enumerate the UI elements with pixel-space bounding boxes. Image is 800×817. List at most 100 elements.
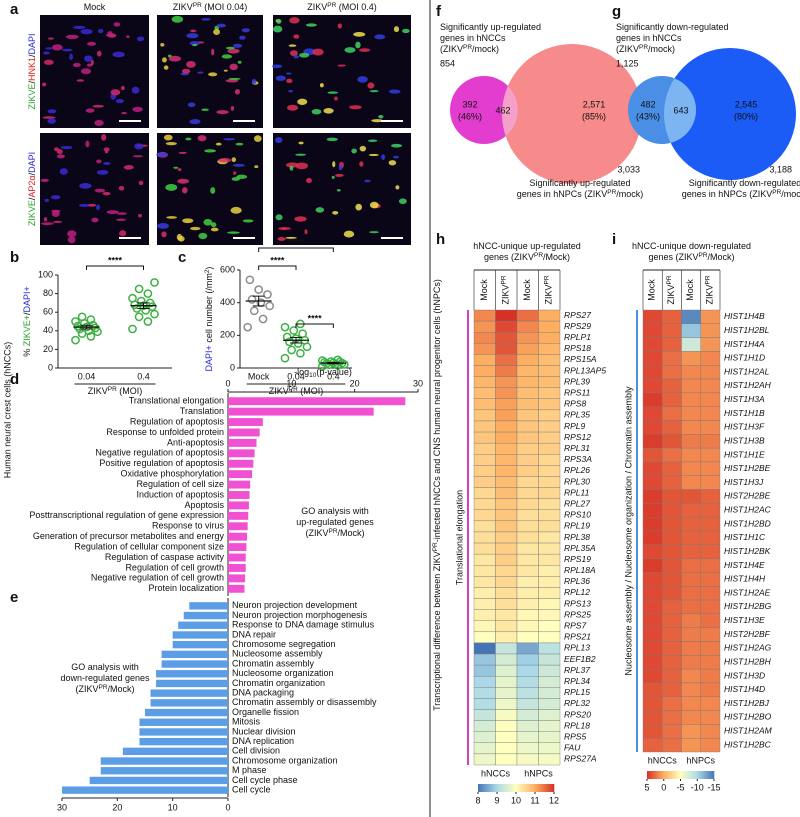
bar [150, 699, 228, 707]
text-part: Mock [647, 279, 657, 301]
bar [172, 640, 228, 649]
heat-cell [700, 447, 721, 463]
heat-cell [516, 731, 539, 744]
text-part: (p-value) [316, 367, 352, 377]
bar [228, 574, 246, 583]
gene-label: RPS19 [564, 554, 591, 564]
heat-cell [473, 409, 496, 422]
column-label: ZIKVPR [666, 275, 677, 304]
heat-cell [642, 682, 663, 697]
cell [388, 160, 397, 166]
heat-cell [516, 587, 539, 599]
text-part: AP2α [27, 175, 37, 197]
venn-footer: Significantly down-regulated [689, 178, 800, 188]
colorbar-label: -5 [676, 782, 684, 792]
colorbar-label: 11 [530, 795, 539, 805]
heat-cell [662, 558, 682, 573]
data-point [317, 356, 327, 365]
text-part: PR [289, 386, 298, 393]
cell [254, 135, 262, 142]
colorbar-step [692, 771, 695, 779]
heat-cell [516, 542, 539, 555]
category-label: Translational elongation [129, 396, 224, 406]
cell [160, 42, 165, 47]
heat-cell [642, 613, 663, 628]
text-part: /mock) [472, 44, 499, 54]
heat-cell [473, 387, 496, 399]
cell [393, 26, 400, 33]
cell [197, 71, 204, 74]
cell [285, 162, 299, 168]
heat-cell [495, 465, 518, 477]
heat-cell [516, 320, 539, 333]
gene-label: RPS5 [564, 732, 586, 742]
data-point [134, 312, 144, 322]
text-part: genes in hNPCs (ZIKV [682, 189, 773, 199]
heat-cell [495, 609, 518, 621]
category-label: Chromatin assembly [232, 658, 315, 668]
text-part: PR [99, 684, 108, 691]
colorbar-step [500, 784, 503, 792]
heat-cell [642, 447, 663, 463]
gene-label: RPS12 [564, 432, 591, 442]
cell [337, 64, 346, 67]
category-label: Regulation of cellular component size [74, 541, 224, 551]
cell [101, 133, 107, 141]
heat-cell [538, 720, 561, 732]
cell [275, 214, 283, 221]
x-axis-label: -log10(p-value) [294, 367, 352, 378]
cell [398, 198, 407, 205]
heat-cell [681, 724, 701, 739]
cell [166, 216, 178, 219]
venn-title: (ZIKVPR/mock) [616, 44, 675, 55]
gene-label: RPS10 [564, 510, 591, 520]
heat-cell [473, 509, 496, 522]
heat-cell [516, 553, 539, 566]
heat-cell [516, 398, 539, 411]
gene-label: RPS11 [564, 387, 591, 397]
venn-count: 482 [640, 99, 655, 109]
gene-label: HIST1H2BJ [724, 698, 770, 708]
category-label: Positive regulation of apoptosis [99, 458, 224, 468]
heat-cell [538, 476, 561, 488]
cell [223, 138, 236, 141]
heat-cell [538, 465, 561, 477]
panel-letter: f [436, 3, 442, 20]
cell [85, 108, 95, 113]
bar [139, 728, 228, 736]
heat-cell [700, 558, 721, 573]
bar [228, 543, 247, 552]
colorbar-step [665, 771, 668, 779]
colorbar-label: 5 [644, 782, 649, 792]
y-tick-label: 200 [220, 330, 235, 340]
colorbar-step [712, 771, 715, 779]
heat-cell [495, 676, 518, 688]
text-part: cell number (/mm [204, 273, 214, 345]
cell [275, 75, 286, 81]
heatmap-title: genes (ZIKVPR/Mock) [648, 252, 734, 263]
text-part: PR [432, 542, 439, 551]
heat-cell [495, 320, 518, 333]
cell [162, 57, 167, 63]
category-label: Apoptosis [184, 500, 224, 510]
heat-cell [642, 655, 663, 670]
significance-bracket [295, 323, 334, 328]
text-part: up-regulated genes [296, 517, 374, 527]
bar [228, 553, 246, 562]
cell [338, 164, 343, 171]
colorbar-step [703, 771, 706, 779]
heat-cell [538, 454, 561, 466]
bar [228, 563, 246, 572]
cell [163, 65, 169, 70]
heat-cell [700, 434, 721, 449]
heat-cell [495, 753, 518, 766]
image-frame [157, 15, 263, 128]
heat-cell [473, 454, 496, 466]
cell [305, 23, 317, 27]
colorbar-step [668, 771, 671, 779]
cell [231, 157, 237, 163]
heat-cell [681, 392, 701, 407]
cell [165, 183, 178, 191]
gene-label: HIST1H3A [724, 394, 765, 404]
cell [182, 187, 188, 194]
